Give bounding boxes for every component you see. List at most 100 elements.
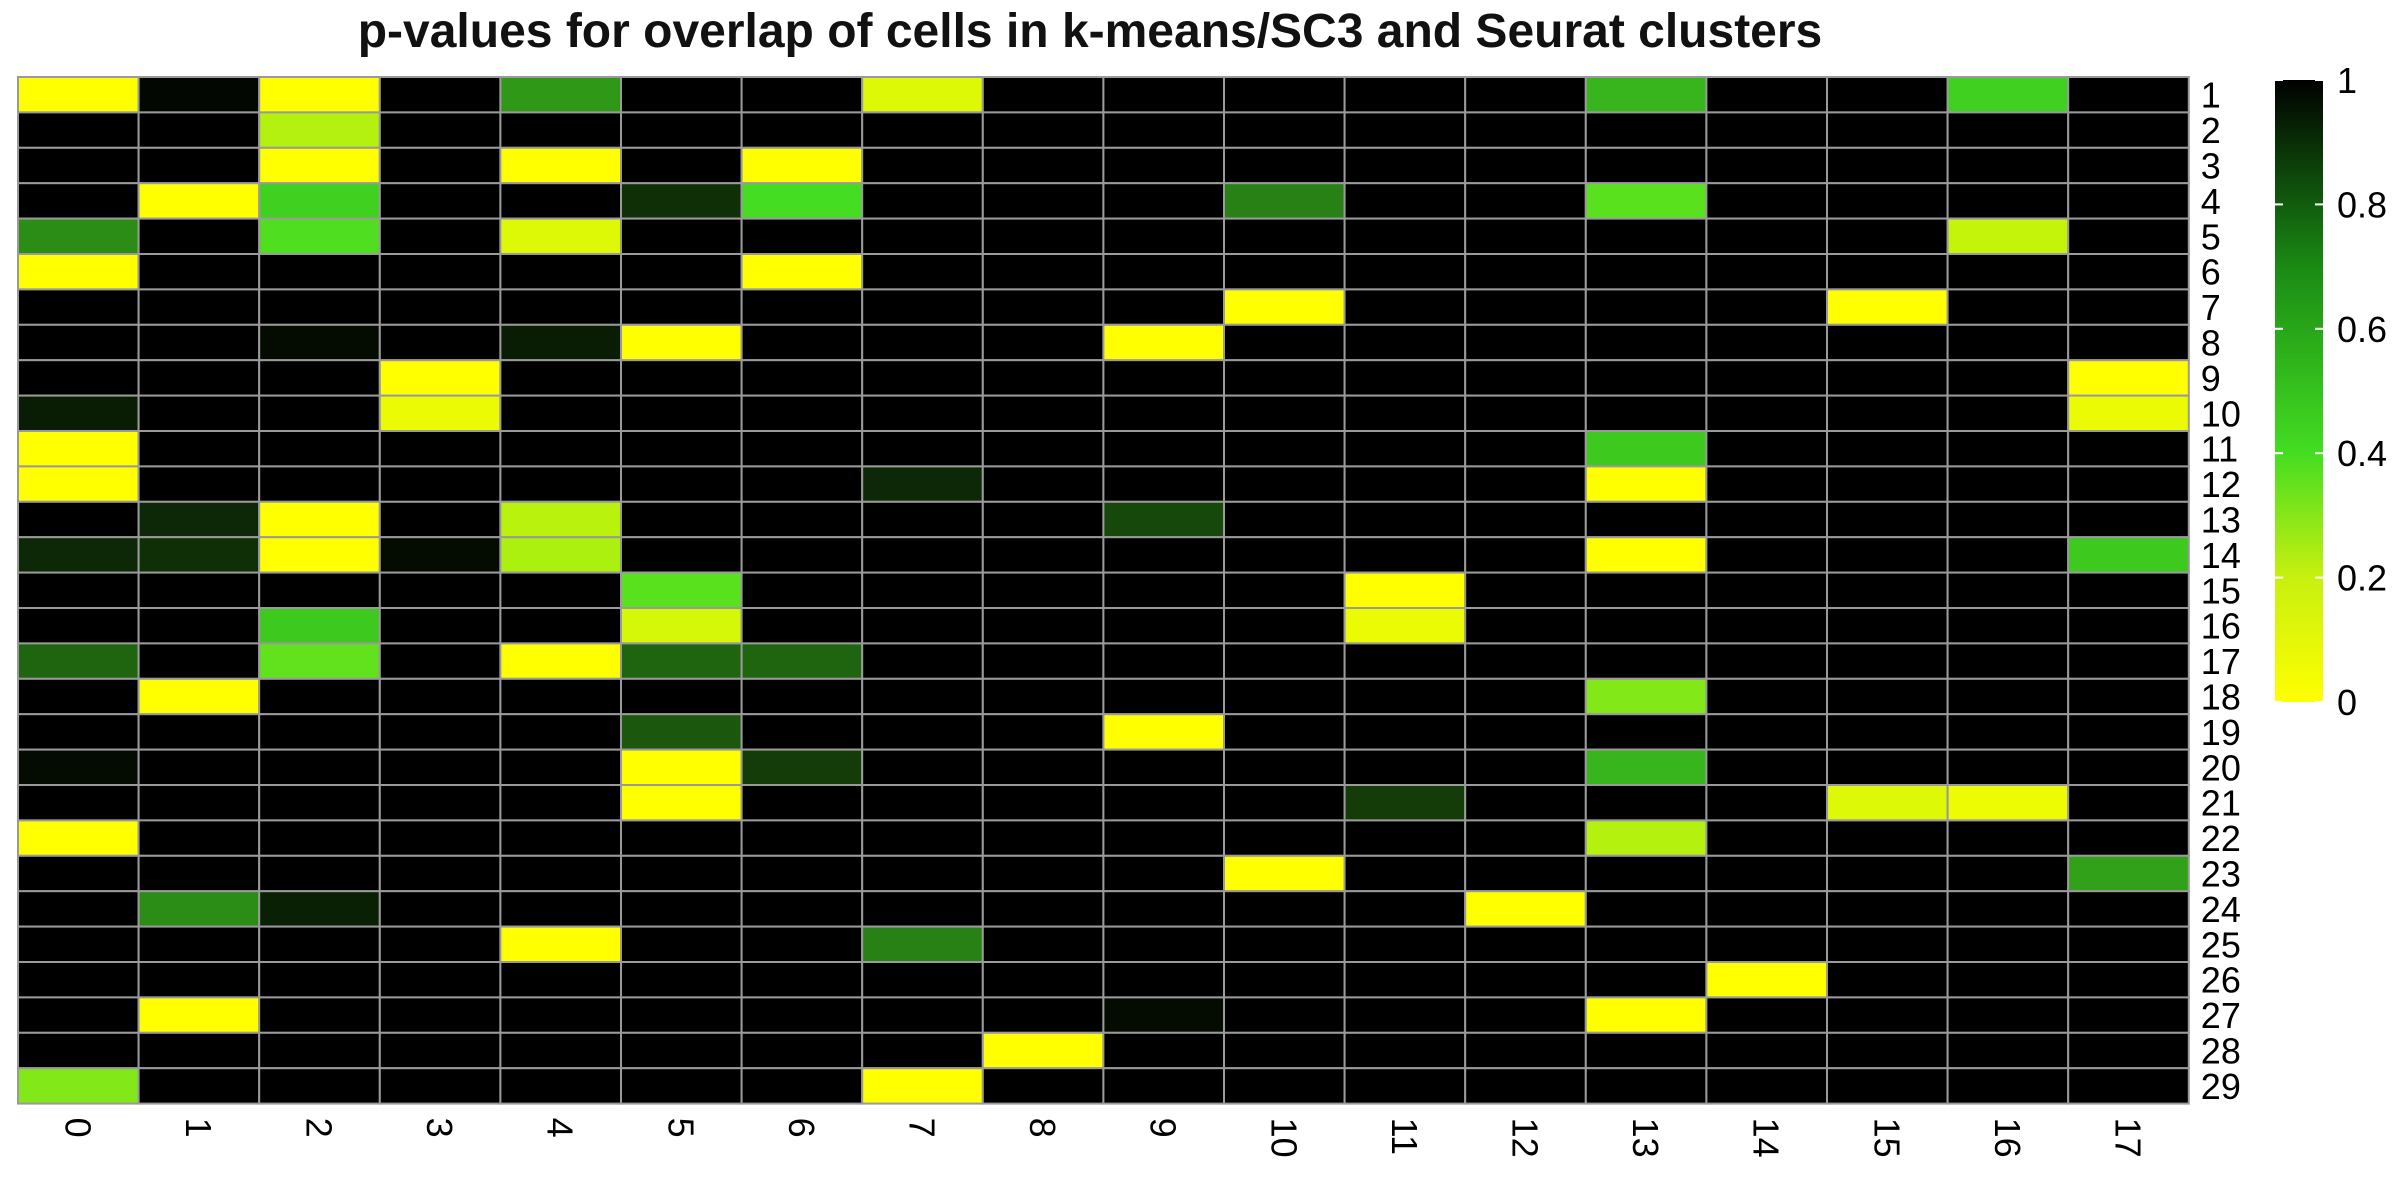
heatmap-cell [499, 677, 622, 716]
heatmap-cell [620, 677, 743, 716]
heatmap-cell [258, 146, 381, 185]
heatmap-cell [861, 500, 984, 539]
heatmap-cell [981, 323, 1105, 362]
heatmap-cell [861, 465, 984, 503]
heatmap-cell [1102, 784, 1226, 822]
heatmap-cell [1705, 323, 1829, 362]
heatmap-cell [1464, 996, 1587, 1034]
heatmap-cell [1946, 465, 2070, 503]
heatmap-cell [2067, 677, 2190, 716]
heatmap-cell [740, 713, 864, 751]
heatmap-cell [861, 1067, 984, 1105]
heatmap-cell [740, 465, 864, 503]
heatmap-cell [1826, 748, 1949, 786]
heatmap-cell [740, 748, 864, 786]
heatmap-cell [258, 76, 381, 114]
heatmap-cell [1223, 961, 1346, 999]
heatmap-cell [861, 217, 984, 256]
y-tick-label: 19 [2201, 712, 2241, 753]
heatmap-cell [137, 536, 261, 574]
x-tick-label: 11 [1384, 1118, 1425, 1155]
heatmap-cell [740, 76, 864, 114]
heatmap-cell [1946, 323, 2070, 362]
heatmap-cell [861, 677, 984, 716]
heatmap-cell [137, 748, 261, 786]
y-tick-label: 10 [2201, 393, 2241, 434]
heatmap-cell [981, 819, 1105, 857]
heatmap-cell [620, 182, 743, 220]
heatmap-cell [981, 677, 1105, 716]
heatmap-cell [981, 925, 1105, 963]
heatmap-cell [1705, 607, 1829, 645]
heatmap-cell [17, 961, 140, 999]
heatmap-cell [1343, 146, 1467, 185]
heatmap-cell [1464, 713, 1587, 751]
heatmap-cell [499, 961, 622, 999]
heatmap-cell [137, 1031, 261, 1070]
heatmap-cell [620, 430, 743, 468]
heatmap-cell [378, 111, 502, 149]
heatmap-cell [1102, 961, 1226, 999]
heatmap-cell [137, 1067, 261, 1105]
heatmap-cell [2067, 217, 2190, 256]
heatmap-cell [1464, 1067, 1587, 1105]
heatmap-cell [258, 571, 381, 609]
heatmap-cell [1102, 890, 1226, 928]
heatmap-cell [1584, 536, 1708, 574]
heatmap-cell [2067, 996, 2190, 1034]
heatmap-cell [258, 713, 381, 751]
heatmap-cell [1464, 394, 1587, 433]
heatmap-cell [499, 1067, 622, 1105]
heatmap-cell [1946, 394, 2070, 433]
heatmap-cell [620, 607, 743, 645]
heatmap-cell [620, 784, 743, 822]
heatmap-cell [1223, 111, 1346, 149]
heatmap-cell [1705, 1067, 1829, 1105]
heatmap-cell [2067, 1031, 2190, 1070]
heatmap-cell [740, 854, 864, 893]
heatmap-cell [981, 890, 1105, 928]
heatmap-cell [499, 784, 622, 822]
heatmap-cell [620, 323, 743, 362]
heatmap-cell [499, 465, 622, 503]
heatmap-cell [1102, 642, 1226, 680]
heatmap-cell [1102, 76, 1226, 114]
heatmap-cell [1464, 1031, 1587, 1070]
x-tick-label: 1 [178, 1118, 219, 1138]
heatmap-cell [258, 1031, 381, 1070]
heatmap-cell [620, 854, 743, 893]
heatmap-cell [258, 961, 381, 999]
heatmap-cell [1826, 571, 1949, 609]
heatmap-cell [2067, 359, 2190, 397]
heatmap-cell [620, 465, 743, 503]
heatmap-cell [1584, 784, 1708, 822]
heatmap-cell [1464, 288, 1587, 326]
heatmap-cell [2067, 854, 2190, 893]
y-tick-label: 5 [2201, 216, 2221, 257]
heatmap-cell [499, 111, 622, 149]
heatmap-cell [258, 182, 381, 220]
heatmap-cell [2067, 748, 2190, 786]
heatmap-cell [981, 642, 1105, 680]
x-tick-label: 0 [57, 1118, 98, 1138]
heatmap-cell [378, 642, 502, 680]
heatmap-cell [861, 961, 984, 999]
heatmap-cell [1946, 961, 2070, 999]
heatmap-cell [1464, 819, 1587, 857]
heatmap-cell [981, 713, 1105, 751]
heatmap-cell [1102, 430, 1226, 468]
heatmap-cell [378, 146, 502, 185]
heatmap-cell [740, 536, 864, 574]
heatmap-cell [1102, 536, 1226, 574]
heatmap-cell [137, 288, 261, 326]
heatmap-cell [499, 217, 622, 256]
heatmap-cell [1826, 394, 1949, 433]
heatmap-cell [1705, 925, 1829, 963]
heatmap-cell [861, 394, 984, 433]
heatmap-cell [1705, 748, 1829, 786]
y-tick-label: 3 [2201, 146, 2221, 187]
heatmap-cell [258, 465, 381, 503]
heatmap-cell [1343, 571, 1467, 609]
heatmap-cell [1946, 217, 2070, 256]
